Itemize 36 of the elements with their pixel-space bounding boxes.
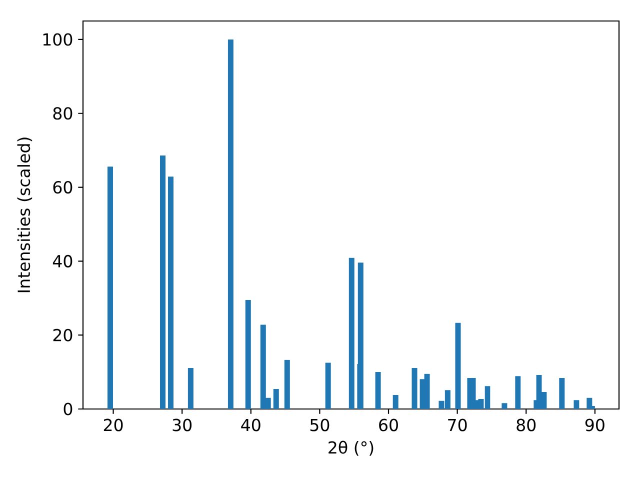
bar	[559, 378, 565, 409]
x-tick-label: 70	[448, 418, 467, 432]
bar	[392, 394, 398, 409]
y-axis-title: Intensities (scaled)	[17, 138, 32, 292]
bar	[502, 403, 508, 409]
x-tick-label: 50	[310, 418, 330, 432]
bar	[228, 39, 234, 409]
bar	[188, 368, 194, 409]
x-tick-label: 20	[104, 418, 123, 432]
x-tick-label: 60	[379, 418, 398, 432]
y-tick-label: 0	[64, 402, 72, 416]
bar	[245, 300, 251, 409]
bar	[168, 176, 174, 409]
bar	[455, 322, 461, 409]
bar	[515, 376, 521, 409]
y-tick-label: 20	[53, 328, 72, 342]
x-tick-label: 30	[172, 418, 192, 432]
bar	[424, 374, 430, 409]
bar	[375, 372, 381, 409]
bar	[273, 389, 279, 409]
y-tick-label: 60	[53, 181, 72, 194]
y-tick-label: 100	[43, 33, 72, 46]
bar	[412, 368, 418, 409]
bar	[348, 258, 354, 409]
bar	[160, 156, 166, 409]
x-tick-label: 80	[516, 418, 536, 432]
y-tick-label: 40	[52, 254, 72, 268]
y-tick-label: 80	[53, 107, 72, 120]
bar	[284, 360, 290, 409]
bar	[574, 400, 580, 409]
x-axis-title: 2θ (°)	[328, 440, 374, 456]
bar	[108, 166, 113, 409]
x-tick-label: 40	[241, 418, 260, 432]
x-tick-label: 90	[585, 418, 604, 432]
bar	[358, 262, 364, 409]
bar	[325, 362, 331, 409]
